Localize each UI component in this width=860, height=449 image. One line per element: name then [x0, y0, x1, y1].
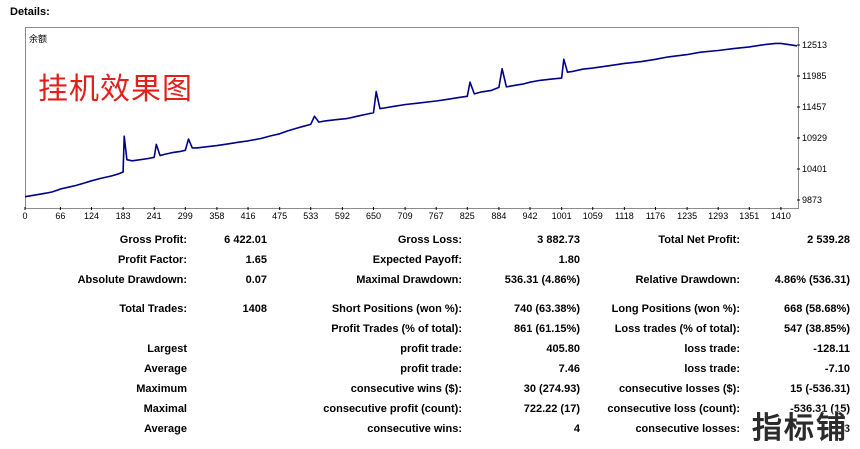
x-tick-label: 66: [55, 211, 65, 221]
x-tick-label: 592: [335, 211, 350, 221]
x-tick-label: 709: [398, 211, 413, 221]
y-tick-label: 11985: [802, 71, 826, 81]
short-positions-label: Short Positions (won %):: [331, 303, 462, 315]
loss-trades-label: Loss trades (% of total):: [614, 323, 740, 335]
x-tick-label: 1176: [646, 211, 665, 221]
chart-series-label: 余额: [29, 34, 48, 44]
total-trades-label: Total Trades:: [119, 303, 187, 315]
maximal-consecutive-profit-value: 722.22 (17): [523, 403, 580, 415]
largest-loss-label: loss trade:: [684, 343, 740, 355]
maximal-label: Maximal: [143, 403, 187, 415]
net-profit-value: 2 539.28: [807, 234, 850, 246]
overlay-title: 挂机效果图: [38, 72, 193, 107]
average-consecutive-losses-value: 3: [843, 423, 850, 435]
y-tick-label: 9873: [802, 195, 822, 205]
average-profit-label: profit trade:: [400, 363, 462, 375]
maximal-drawdown-value: 536.31 (4.86%): [504, 274, 580, 286]
details-heading: Details:: [10, 6, 50, 18]
expected-payoff-value: 1.80: [558, 254, 580, 266]
maximal-consecutive-profit-label: consecutive profit (count):: [323, 403, 462, 415]
short-positions-value: 740 (63.38%): [513, 303, 580, 315]
profit-factor-label: Profit Factor:: [117, 254, 187, 266]
y-tick-label: 10401: [802, 164, 827, 174]
long-positions-label: Long Positions (won %):: [611, 303, 740, 315]
maximal-drawdown-label: Maximal Drawdown:: [356, 274, 462, 286]
y-tick-label: 11457: [802, 102, 826, 112]
watermark-logo: 指标铺: [752, 411, 848, 446]
profit-trades-value: 861 (61.15%): [513, 323, 580, 335]
largest-loss-value: -128.11: [813, 343, 850, 355]
balance-line: [24, 42, 798, 198]
x-tick-label: 650: [366, 211, 381, 221]
x-tick-label: 241: [147, 211, 162, 221]
x-tick-label: 124: [84, 211, 99, 221]
net-profit-label: Total Net Profit:: [658, 234, 740, 246]
x-tick-label: 1351: [739, 211, 759, 221]
x-tick-label: 1410: [771, 211, 791, 221]
gross-profit-value: 6 422.01: [224, 234, 267, 246]
max-consecutive-wins-value: 30 (274.93): [523, 383, 580, 395]
relative-drawdown-label: Relative Drawdown:: [635, 274, 740, 286]
average-profit-value: 7.46: [558, 363, 580, 375]
x-tick-label: 299: [178, 211, 193, 221]
largest-profit-label: profit trade:: [400, 343, 462, 355]
max-consecutive-wins-label: consecutive wins ($):: [350, 383, 462, 395]
absolute-drawdown-value: 0.07: [245, 274, 267, 286]
average-consecutive-wins-label: consecutive wins:: [367, 423, 462, 435]
gross-profit-label: Gross Profit:: [119, 234, 187, 246]
absolute-drawdown-label: Absolute Drawdown:: [77, 274, 187, 286]
y-tick-label: 12513: [802, 40, 827, 50]
gross-loss-label: Gross Loss:: [397, 234, 462, 246]
y-tick-label: 10929: [802, 133, 827, 143]
x-tick-label: 767: [429, 211, 444, 221]
average-loss-label: loss trade:: [684, 363, 740, 375]
stats-table: Gross Profit: 6 422.01 Gross Loss: 3 882…: [0, 226, 860, 449]
total-trades-value: 1408: [242, 303, 267, 315]
x-tick-label: 0: [22, 211, 27, 221]
profit-factor-value: 1.65: [245, 254, 267, 266]
average-consecutive-losses-label: consecutive losses:: [635, 423, 740, 435]
average-consecutive-label: Average: [143, 423, 187, 435]
x-tick-label: 183: [116, 211, 131, 221]
relative-drawdown-value: 4.86% (536.31): [774, 274, 850, 286]
x-tick-label: 884: [491, 211, 506, 221]
x-tick-label: 1001: [552, 211, 572, 221]
balance-chart: 9873 10401 10929 11457 11985 12513 0 66 124 183 24…: [22, 40, 827, 221]
average-consecutive-wins-value: 4: [573, 423, 580, 435]
max-consecutive-losses-value: 15 (-536.31): [790, 383, 850, 395]
x-tick-label: 358: [209, 211, 224, 221]
x-tick-label: 416: [241, 211, 256, 221]
maximal-consecutive-loss-value: -536.31 (15): [790, 403, 850, 415]
profit-trades-label: Profit Trades (% of total):: [331, 323, 462, 335]
x-tick-label: 1293: [708, 211, 728, 221]
x-tick-label: 1118: [615, 211, 634, 221]
max-consecutive-losses-label: consecutive losses ($):: [618, 383, 740, 395]
average-loss-value: -7.10: [824, 363, 850, 375]
x-tick-label: 825: [460, 211, 475, 221]
loss-trades-value: 547 (38.85%): [783, 323, 850, 335]
expected-payoff-label: Expected Payoff:: [372, 254, 462, 266]
maximum-label: Maximum: [136, 383, 187, 395]
largest-label: Largest: [147, 343, 187, 355]
x-tick-label: 1059: [583, 211, 603, 221]
average-label: Average: [143, 363, 187, 375]
long-positions-value: 668 (58.68%): [783, 303, 850, 315]
x-tick-label: 942: [523, 211, 538, 221]
largest-profit-value: 405.80: [546, 343, 580, 355]
x-tick-label: 1235: [677, 211, 697, 221]
gross-loss-value: 3 882.73: [537, 234, 580, 246]
maximal-consecutive-loss-label: consecutive loss (count):: [607, 403, 740, 415]
x-tick-label: 475: [272, 211, 287, 221]
x-tick-label: 533: [303, 211, 318, 221]
